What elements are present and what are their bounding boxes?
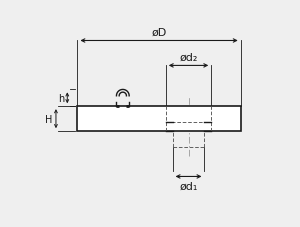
- Text: ød₂: ød₂: [179, 52, 198, 62]
- Text: h: h: [58, 93, 64, 103]
- Text: øD: øD: [152, 27, 167, 37]
- Bar: [77, 107, 241, 132]
- Text: H: H: [45, 114, 52, 124]
- Text: ød₁: ød₁: [179, 181, 198, 191]
